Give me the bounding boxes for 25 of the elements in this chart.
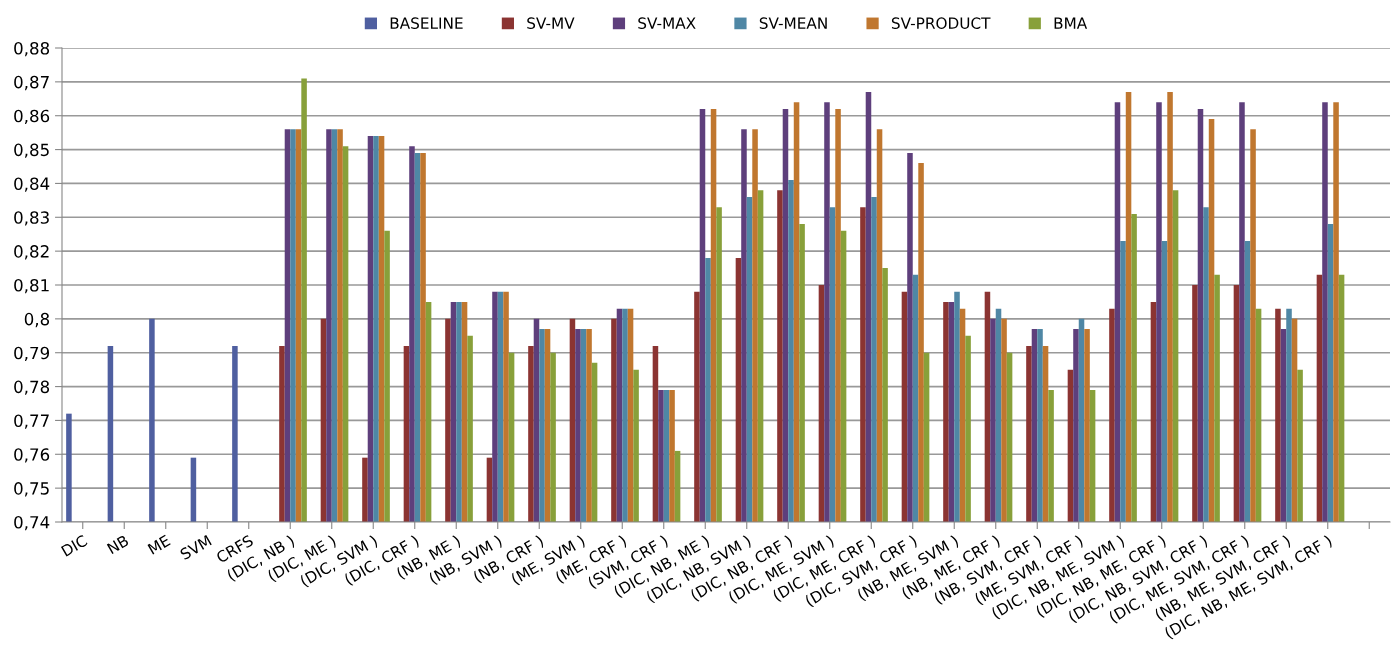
y-tick-label: 0,79	[14, 346, 50, 361]
y-tick-label: 0,86	[14, 109, 50, 124]
x-tick-label: DIC	[60, 534, 88, 557]
x-tick-label: SVM	[179, 534, 212, 561]
x-tick-label: NB	[106, 534, 130, 555]
x-tick-label: ME	[147, 534, 171, 555]
legend-label: SV-MAX	[638, 17, 696, 29]
y-tick-label: 0,75	[14, 482, 49, 497]
legend-label: SV-MEAN	[759, 17, 827, 29]
legend-label: BASELINE	[390, 17, 463, 29]
y-tick-label: 0,87	[14, 75, 49, 91]
legend-label: BMA	[1054, 17, 1088, 29]
legend-label: SV-MV	[527, 17, 575, 29]
y-tick-label: 0,76	[14, 448, 50, 463]
y-tick-label: 0,77	[14, 414, 49, 429]
y-tick-label: 0,83	[14, 211, 49, 226]
y-tick-label: 0,88	[14, 41, 50, 57]
y-tick-label: 0,78	[14, 380, 50, 395]
y-tick-label: 0,81	[14, 278, 49, 294]
y-tick-label: 0,84	[14, 177, 50, 192]
y-tick-label: 0,8	[24, 312, 50, 328]
y-tick-label: 0,82	[14, 245, 49, 260]
y-tick-label: 0,74	[14, 515, 50, 531]
legend-label: SV-PRODUCT	[891, 17, 991, 29]
y-tick-label: 0,85	[14, 143, 49, 158]
